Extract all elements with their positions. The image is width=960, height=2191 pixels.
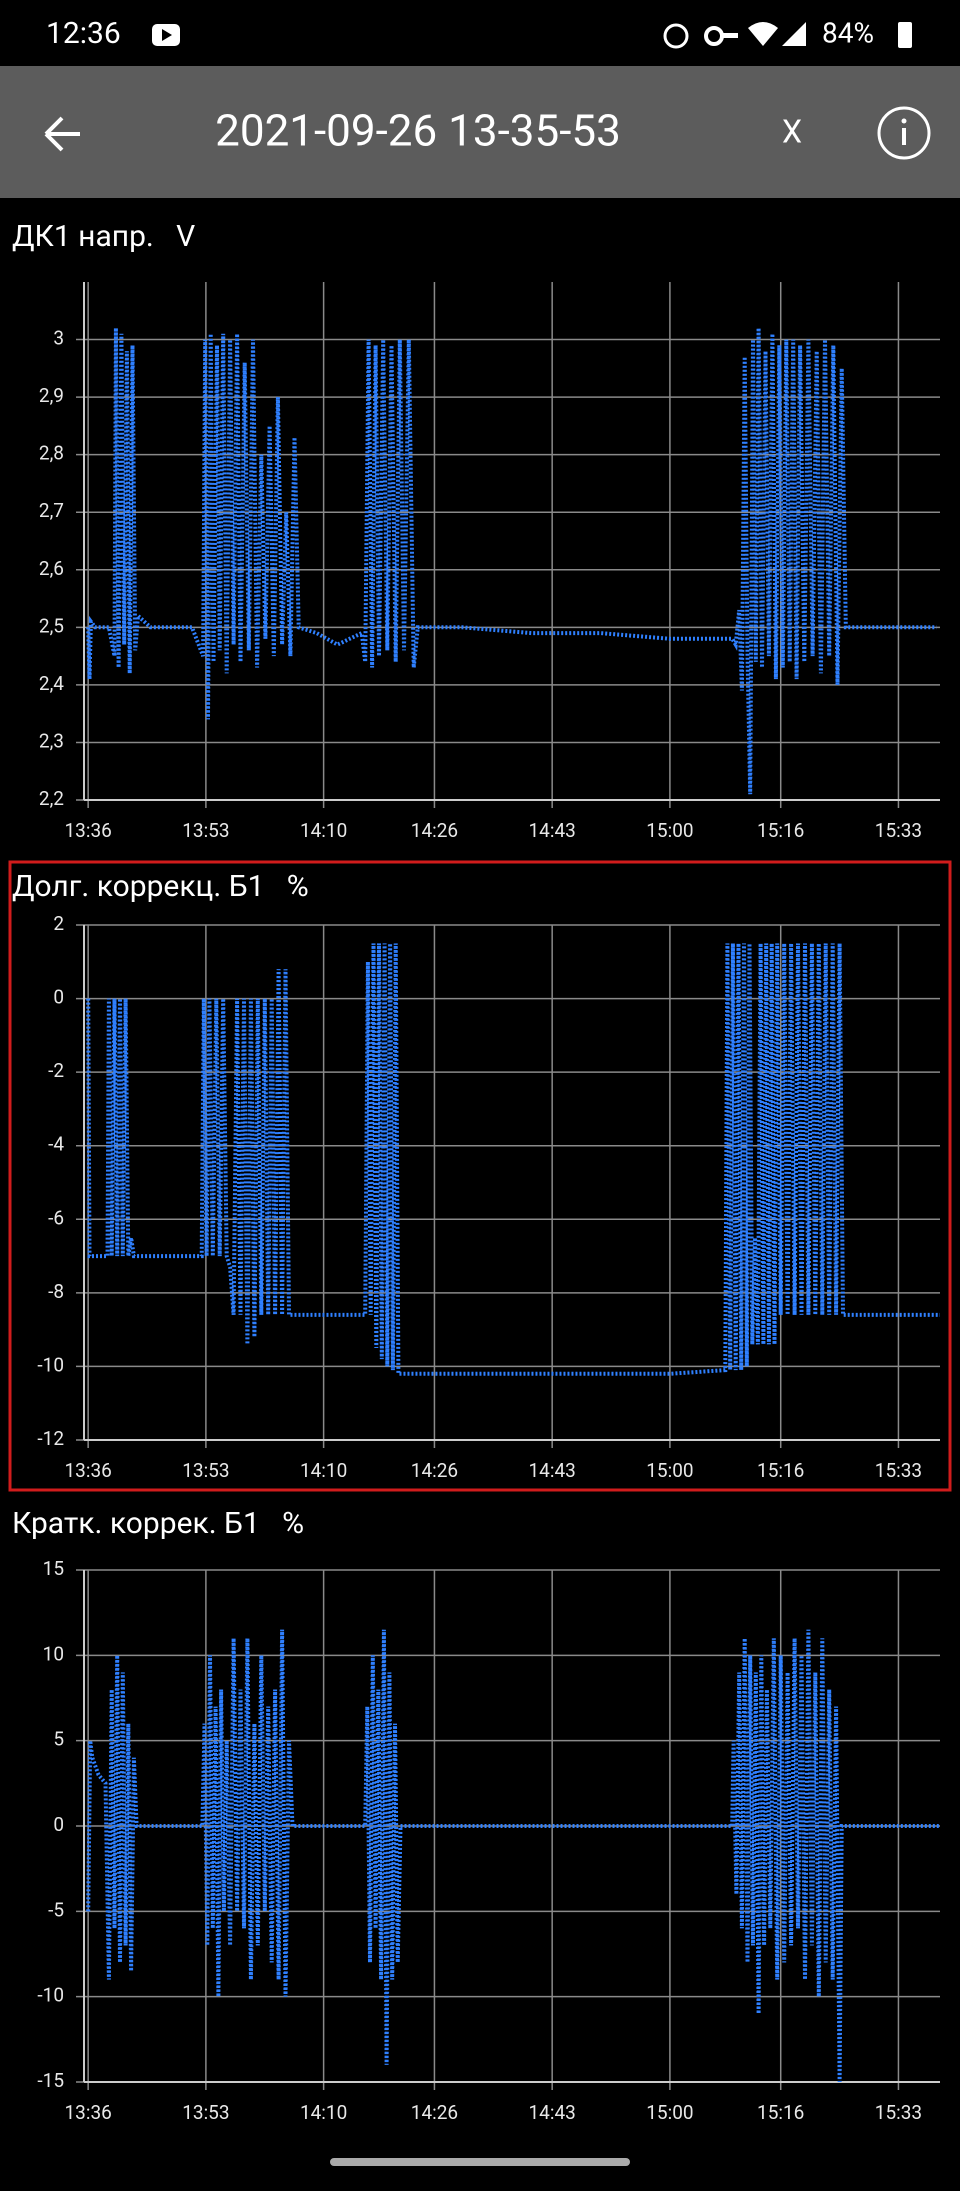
y-tick-label: 0 <box>53 1813 64 1836</box>
battery-icon <box>898 22 912 48</box>
y-tick-label: 2,6 <box>39 557 64 580</box>
x-tick-label: 13:36 <box>64 2101 111 2124</box>
y-tick-label: -2 <box>48 1059 64 1082</box>
status-time: 12:36 <box>46 16 121 51</box>
x-tick-label: 14:26 <box>411 1459 458 1482</box>
x-tick-label: 15:33 <box>875 819 922 842</box>
data-line <box>86 943 940 1376</box>
chart-title: Долг. коррекц. Б1 % <box>12 869 309 904</box>
y-tick-label: -10 <box>37 1984 64 2007</box>
x-tick-label: 14:43 <box>529 819 576 842</box>
x-tick-label: 14:10 <box>300 1459 347 1482</box>
info-circle <box>877 106 931 160</box>
x-tick-label: 15:33 <box>875 2101 922 2124</box>
x-tick-label: 15:00 <box>646 819 693 842</box>
y-tick-label: -4 <box>48 1133 64 1156</box>
y-tick-label: 2,7 <box>39 499 64 522</box>
y-tick-label: 2,9 <box>39 384 64 407</box>
y-tick-label: 10 <box>43 1642 64 1665</box>
y-tick-label: -6 <box>48 1206 64 1229</box>
x-tick-label: 14:26 <box>411 2101 458 2124</box>
y-tick-label: -12 <box>37 1427 64 1450</box>
data-line <box>86 1629 940 2083</box>
chart: Долг. коррекц. Б1 % -12 -10 -8 -6 -4 -2 0 2 13:36… <box>12 869 940 1482</box>
x-tick-label: 13:36 <box>64 1459 111 1482</box>
x-tick-label: 13:36 <box>64 819 111 842</box>
x-tick-label: 13:53 <box>182 819 229 842</box>
x-tick-label: 15:33 <box>875 1459 922 1482</box>
x-tick-label: 14:10 <box>300 819 347 842</box>
info-dot <box>901 118 907 124</box>
x-tick-label: 15:00 <box>646 2101 693 2124</box>
wifi-icon <box>748 22 778 46</box>
x-tick-label: 15:16 <box>757 819 804 842</box>
selection-frame <box>8 860 952 1492</box>
y-tick-label: 2,5 <box>39 614 64 637</box>
y-tick-label: -5 <box>48 1898 64 1921</box>
y-tick-label: -15 <box>37 2069 64 2092</box>
key-shaft <box>720 33 738 38</box>
toolbar-title: 2021-09-26 13-35-53 <box>215 105 621 157</box>
x-tick-label: 14:43 <box>529 1459 576 1482</box>
x-tick-label: 15:16 <box>757 1459 804 1482</box>
chart-title: Кратк. коррек. Б1 % <box>12 1506 304 1541</box>
chart: ДК1 напр. V 2,2 2,3 2,4 2,5 2,6 2,7 2,8 2,9 3 13:3… <box>12 219 940 842</box>
x-tick-label: 15:16 <box>757 2101 804 2124</box>
nav-handle <box>330 2158 630 2166</box>
y-tick-label: 2,4 <box>39 672 64 695</box>
y-tick-label: 2,8 <box>39 442 64 465</box>
y-tick-label: 0 <box>53 986 64 1009</box>
x-tick-label: 14:43 <box>529 2101 576 2124</box>
y-tick-label: 2,3 <box>39 729 64 752</box>
info-stem <box>902 128 906 145</box>
y-tick-label: 15 <box>43 1557 64 1580</box>
battery-percent: 84% <box>822 16 874 49</box>
x-tick-label: 14:26 <box>411 819 458 842</box>
toolbar <box>0 66 960 198</box>
y-tick-label: -10 <box>37 1353 64 1376</box>
y-tick-label: 3 <box>53 327 64 350</box>
x-tick-label: 13:53 <box>182 2101 229 2124</box>
signal-icon <box>782 22 806 46</box>
alarm-icon <box>663 23 689 49</box>
x-tick-label: 15:00 <box>646 1459 693 1482</box>
back-button[interactable] <box>44 116 80 152</box>
y-tick-label: -8 <box>48 1280 64 1303</box>
y-tick-label: 5 <box>53 1728 64 1751</box>
x-tick-label: 13:53 <box>182 1459 229 1482</box>
youtube-play <box>162 29 172 41</box>
chart: Кратк. коррек. Б1 % -15 -10 -5 0 5 10 15 13:36 13… <box>12 1506 940 2124</box>
y-tick-label: 2,2 <box>39 787 64 810</box>
y-tick-label: 2 <box>53 912 64 935</box>
chart-title: ДК1 напр. V <box>12 219 195 254</box>
info-button[interactable] <box>877 106 931 160</box>
close-button[interactable]: X <box>782 112 802 150</box>
x-tick-label: 14:10 <box>300 2101 347 2124</box>
